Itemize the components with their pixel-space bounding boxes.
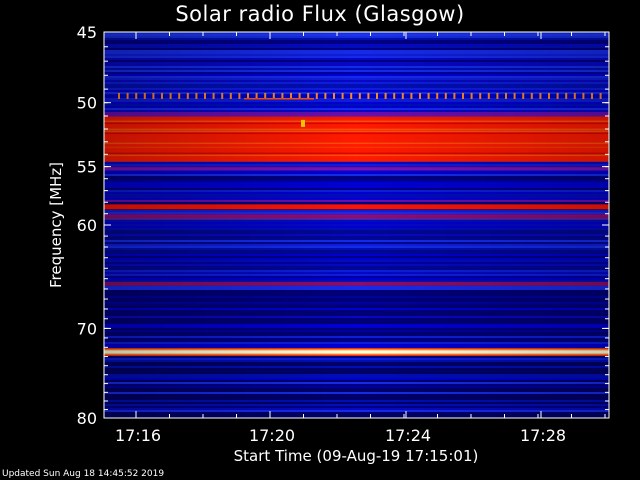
x-tick-label: 17:28 xyxy=(520,426,566,445)
x-tick-label: 17:20 xyxy=(249,426,295,445)
y-tick-label: 80 xyxy=(77,409,97,428)
y-tick-label: 60 xyxy=(77,216,97,235)
y-tick-label: 50 xyxy=(77,94,97,113)
y-tick-label: 70 xyxy=(77,319,97,338)
heatmap-area xyxy=(104,32,609,418)
x-tick-label: 17:16 xyxy=(115,426,161,445)
y-tick-label: 55 xyxy=(77,158,97,177)
axes: 45 50 55 60 70 80 17:16 17:20 17:24 17:28 xyxy=(77,23,609,445)
x-tick-label: 17:24 xyxy=(385,426,431,445)
chart-title: Solar radio Flux (Glasgow) xyxy=(175,2,465,26)
y-axis-label: Frequency [MHz] xyxy=(47,162,65,288)
update-timestamp: Updated Sun Aug 18 14:45:52 2019 xyxy=(2,469,165,479)
x-axis-label: Start Time (09-Aug-19 17:15:01) xyxy=(234,447,479,465)
y-tick-label: 45 xyxy=(77,23,97,42)
heatmap-shading xyxy=(104,32,609,418)
